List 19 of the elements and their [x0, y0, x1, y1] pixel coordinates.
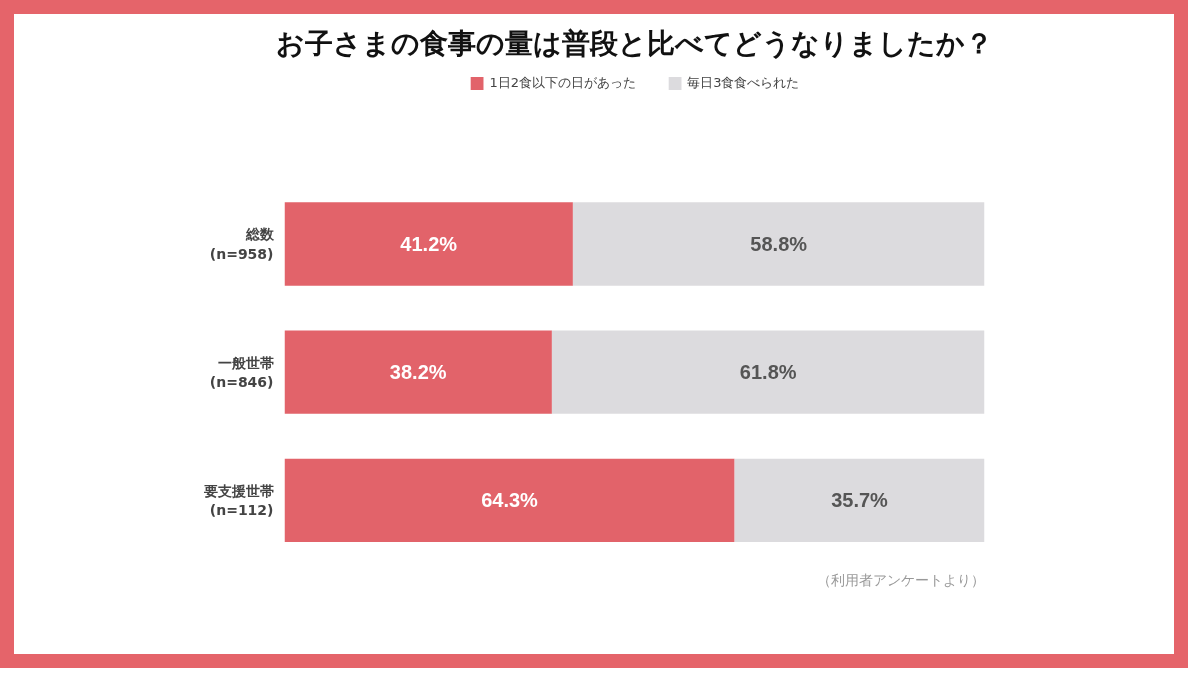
chart-title: お子さまの食事の量は普段と比べてどうなりましたか？: [276, 26, 993, 60]
data-label: 38.2%: [389, 361, 447, 384]
data-label: 58.8%: [750, 232, 808, 255]
bar: [284, 330, 552, 414]
y-tick-label: 要支援世帯 (n=112): [202, 482, 274, 518]
data-label: 61.8%: [739, 361, 797, 384]
data-label: 35.7%: [831, 489, 889, 512]
data-label: 41.2%: [400, 232, 458, 255]
legend-label: 毎日3食食べられた: [687, 74, 800, 92]
legend-label: 1日2食以下の日があった: [489, 74, 637, 92]
y-tick-label: 総数 (n=958): [209, 226, 275, 262]
y-tick-label: 一般世帯 (n=846): [209, 354, 274, 390]
text: （利用者アンケートより）: [816, 571, 985, 588]
data-label: 64.3%: [481, 489, 539, 512]
bar: [734, 458, 985, 543]
bar: [284, 458, 735, 543]
bar: [572, 202, 985, 286]
bar: [284, 202, 573, 286]
bar: [551, 330, 985, 414]
